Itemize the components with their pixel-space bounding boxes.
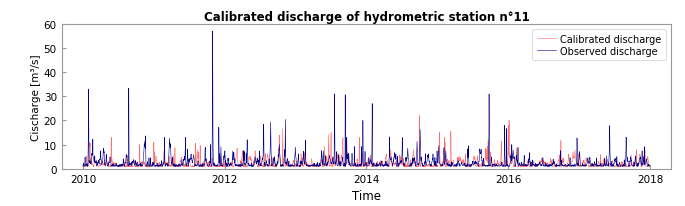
Observed discharge — [646, 164, 654, 167]
Observed discharge — [644, 165, 652, 168]
Observed discharge — [208, 31, 216, 33]
Observed discharge — [86, 161, 94, 164]
Legend: Calibrated discharge, Observed discharge: Calibrated discharge, Observed discharge — [532, 29, 667, 61]
Observed discharge — [631, 161, 639, 163]
Title: Calibrated discharge of hydrometric station n°11: Calibrated discharge of hydrometric stat… — [203, 11, 530, 23]
Line: Calibrated discharge: Calibrated discharge — [83, 116, 650, 167]
Observed discharge — [482, 165, 490, 167]
Y-axis label: Cischarge [m³/s]: Cischarge [m³/s] — [31, 54, 41, 140]
Observed discharge — [353, 165, 362, 168]
Calibrated discharge — [646, 165, 654, 168]
Calibrated discharge — [416, 115, 424, 117]
Calibrated discharge — [353, 165, 362, 168]
Calibrated discharge — [482, 157, 490, 159]
Calibrated discharge — [199, 166, 207, 168]
Calibrated discharge — [492, 164, 500, 166]
Observed discharge — [129, 159, 138, 162]
Calibrated discharge — [129, 160, 138, 162]
Calibrated discharge — [79, 166, 87, 168]
Line: Observed discharge: Observed discharge — [83, 32, 650, 166]
X-axis label: Time: Time — [352, 189, 381, 202]
Observed discharge — [79, 165, 87, 167]
Observed discharge — [492, 163, 500, 165]
Calibrated discharge — [631, 164, 639, 166]
Calibrated discharge — [86, 142, 94, 144]
